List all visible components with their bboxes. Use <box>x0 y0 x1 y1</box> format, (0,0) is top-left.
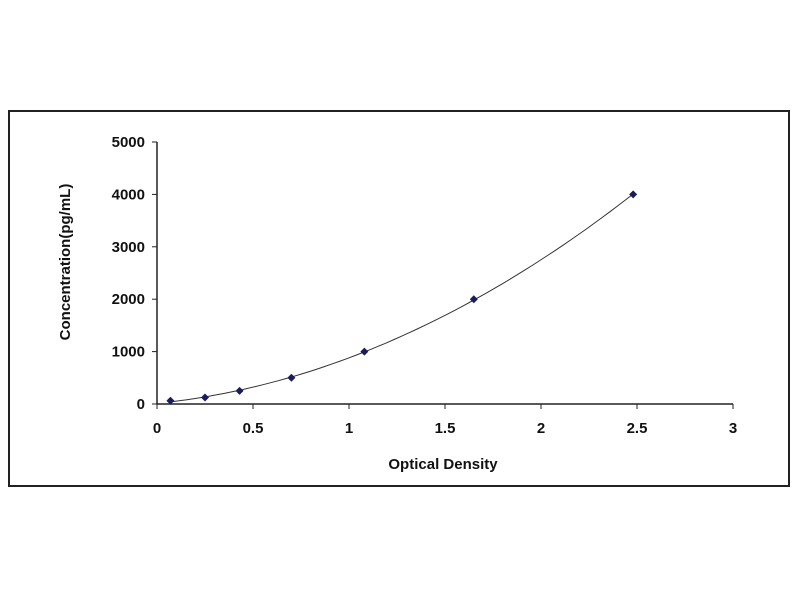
y-tick-label: 4000 <box>112 186 145 203</box>
x-tick-label: 3 <box>729 420 737 437</box>
data-point <box>287 373 296 382</box>
y-tick-label: 1000 <box>112 344 145 361</box>
chart-frame <box>8 110 790 487</box>
x-tick-label: 2 <box>537 420 545 437</box>
data-point <box>166 396 175 405</box>
y-tick-label: 5000 <box>112 134 145 151</box>
data-point <box>469 295 478 304</box>
data-point <box>201 393 209 402</box>
data-point <box>629 190 638 199</box>
data-point <box>360 347 369 356</box>
x-axis-label: Optical Density <box>388 456 498 473</box>
x-tick-label: 0 <box>153 420 161 437</box>
x-tick-label: 2.5 <box>627 420 648 437</box>
y-axis-label: Concentration(pg/mL) <box>57 184 74 341</box>
x-tick-label: 1 <box>345 420 353 437</box>
y-tick-label: 0 <box>137 396 145 413</box>
x-tick-label: 0.5 <box>243 420 264 437</box>
y-tick-label: 2000 <box>112 291 145 308</box>
y-tick-label: 3000 <box>112 239 145 256</box>
data-point <box>235 386 244 395</box>
trend-line <box>170 193 634 403</box>
x-tick-label: 1.5 <box>435 420 456 437</box>
